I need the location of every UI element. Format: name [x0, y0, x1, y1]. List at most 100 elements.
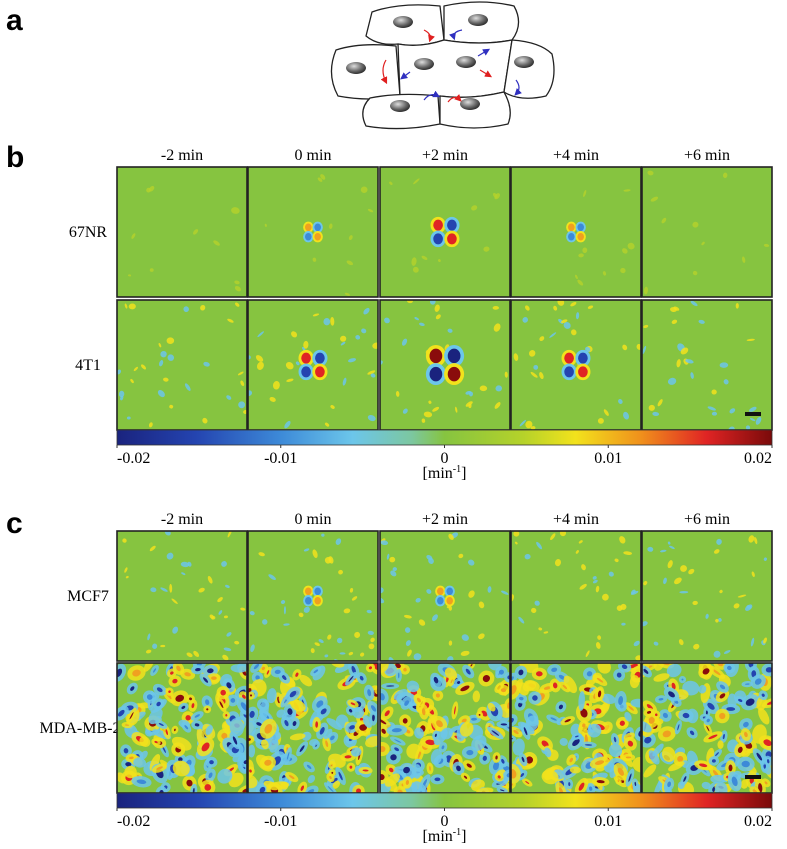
blob-core: [743, 721, 749, 728]
dipole-core: [568, 223, 575, 232]
blob-core: [668, 691, 675, 698]
tile-content: [248, 531, 378, 661]
blob: [713, 650, 721, 658]
blob-core: [513, 729, 519, 735]
blob: [124, 567, 128, 573]
blob: [167, 354, 175, 361]
blob-core: [398, 672, 400, 679]
dipole-core: [429, 366, 443, 382]
blob: [334, 663, 352, 673]
blob: [434, 304, 440, 312]
blob-core: [558, 787, 564, 793]
blob: [428, 557, 434, 564]
blob: [326, 718, 343, 730]
blob: [647, 546, 654, 552]
blob-core: [129, 712, 134, 720]
column-header: +6 min: [684, 147, 730, 164]
blob-core: [325, 740, 329, 748]
tile-content: [642, 531, 772, 661]
blob: [746, 338, 755, 342]
blob: [710, 774, 727, 784]
blob: [193, 229, 199, 235]
blob: [616, 605, 623, 611]
blob-core: [403, 766, 410, 774]
blob-core: [372, 714, 375, 722]
blob-core: [671, 682, 676, 690]
blob-core: [562, 684, 568, 689]
blob: [234, 280, 240, 285]
blob-core: [136, 779, 147, 784]
tile-border: [247, 530, 379, 662]
blob: [621, 622, 626, 626]
blob: [623, 189, 631, 192]
blob-core: [295, 672, 299, 677]
blob-core: [741, 760, 750, 768]
blob: [261, 739, 269, 750]
blob: [273, 380, 280, 390]
blob: [309, 738, 319, 747]
blob-core: [259, 786, 266, 793]
blob-core: [281, 675, 287, 681]
blob-core: [390, 754, 397, 761]
blob: [667, 560, 673, 569]
blob: [351, 596, 358, 601]
blob: [614, 558, 619, 563]
blob: [344, 292, 350, 296]
column-header: +6 min: [684, 511, 730, 528]
blob: [653, 641, 659, 646]
blob: [667, 541, 671, 545]
blob: [729, 408, 736, 414]
blob: [676, 359, 681, 368]
tile-content: [117, 531, 247, 661]
blob: [180, 561, 190, 568]
colorbar: [116, 792, 773, 809]
blob: [152, 643, 158, 649]
blob-core: [173, 728, 176, 732]
blob: [160, 587, 168, 592]
tile-content: [117, 300, 247, 430]
unit-exponent: -1: [453, 464, 461, 475]
blob: [149, 268, 154, 272]
heatmap-tile: [641, 530, 773, 662]
blob: [742, 256, 746, 263]
blob-core: [667, 781, 672, 788]
blob-core: [327, 785, 334, 793]
cell-diagram: [330, 1, 555, 130]
blob: [597, 635, 602, 640]
column-header: -2 min: [161, 147, 203, 164]
blob: [418, 619, 426, 626]
blob: [140, 364, 147, 370]
blob: [412, 266, 419, 273]
blob: [657, 399, 663, 407]
heatmap-tile: [116, 166, 248, 298]
blob: [340, 341, 346, 346]
blob: [280, 781, 289, 790]
blob-core: [434, 733, 437, 738]
blob-core: [249, 769, 252, 773]
blob-core: [712, 669, 721, 676]
blob: [512, 738, 525, 756]
blob: [528, 350, 536, 357]
blob-core: [582, 723, 586, 728]
blob: [249, 611, 255, 616]
blob-core: [628, 705, 635, 711]
blob: [716, 538, 722, 545]
blob-core: [726, 707, 736, 711]
blob: [618, 399, 623, 404]
blob: [389, 556, 396, 563]
panel-letter: a: [6, 4, 23, 37]
blob-core: [404, 700, 410, 706]
blob-core: [706, 718, 710, 723]
blob: [541, 769, 559, 785]
dipole-core: [437, 596, 444, 605]
blob: [539, 336, 545, 341]
dipole-core: [314, 223, 321, 232]
blob: [198, 587, 205, 593]
blob: [620, 267, 626, 274]
heatmap-tile: [641, 662, 773, 794]
blob: [365, 735, 378, 748]
blob-core: [520, 773, 525, 778]
blob: [661, 746, 676, 762]
blob: [336, 637, 343, 644]
colorbar-tick-label: -0.02: [117, 813, 150, 830]
